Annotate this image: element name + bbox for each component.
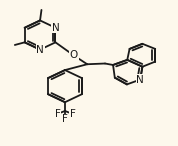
Text: F: F bbox=[54, 109, 61, 119]
Text: F: F bbox=[62, 114, 68, 124]
Text: N: N bbox=[52, 23, 59, 33]
Text: F: F bbox=[69, 109, 75, 119]
Text: O: O bbox=[70, 51, 78, 60]
Text: N: N bbox=[136, 75, 144, 85]
Text: N: N bbox=[36, 45, 44, 55]
